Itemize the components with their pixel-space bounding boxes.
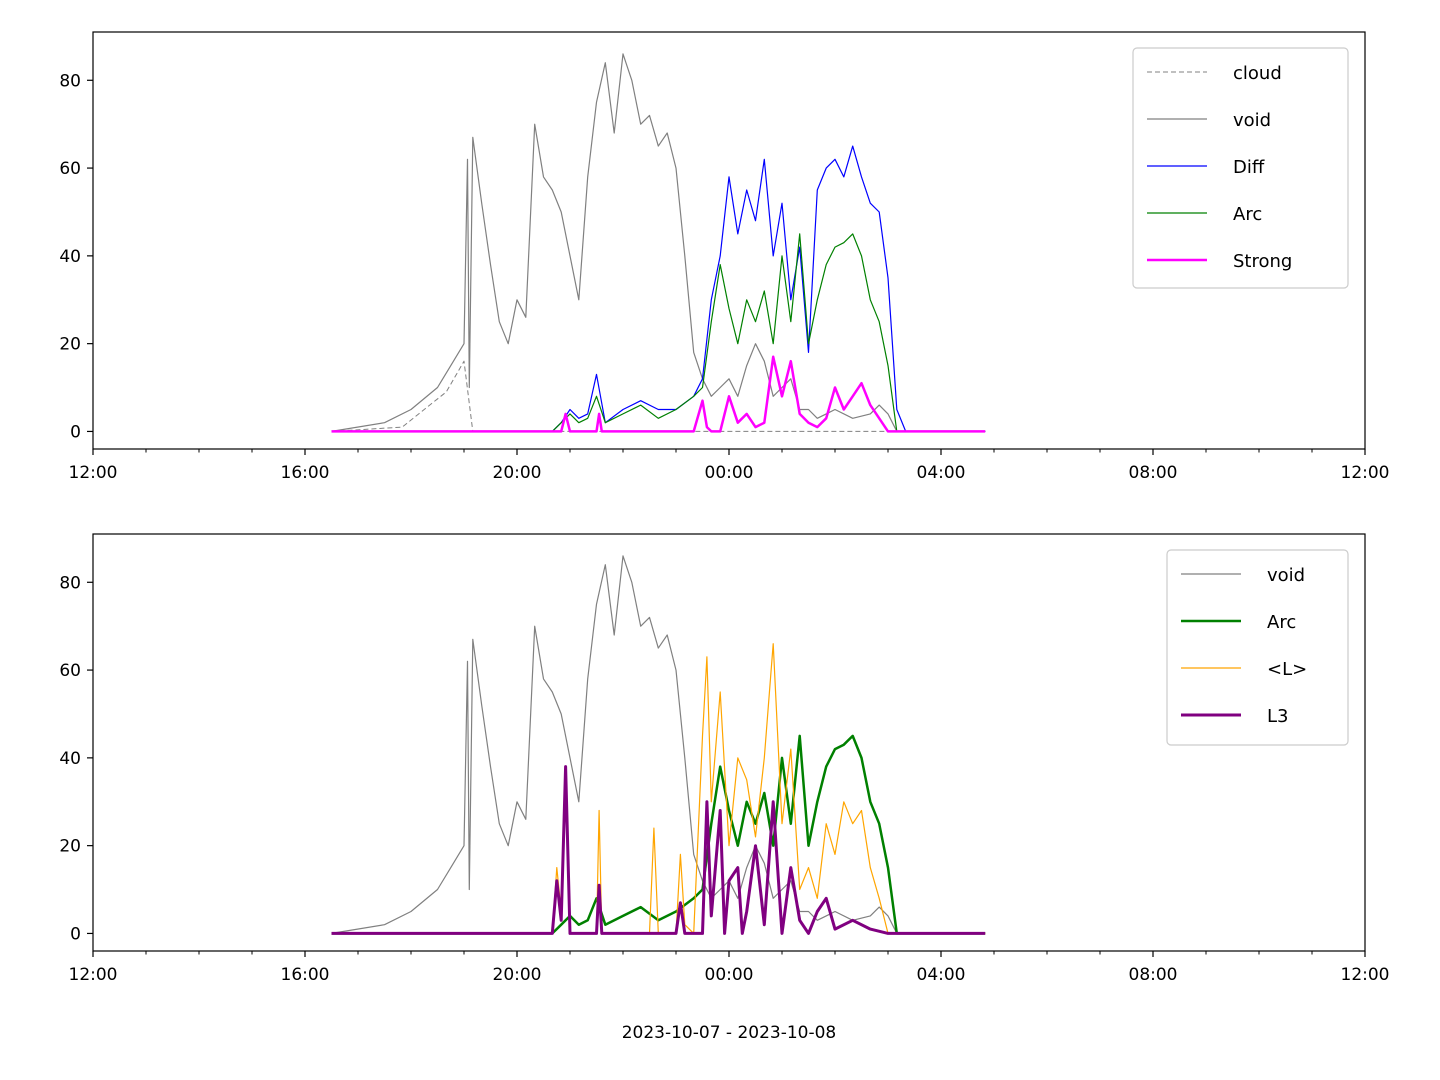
x-tick-label: 12:00 [1341, 463, 1390, 483]
y-tick-label: 0 [70, 924, 81, 944]
plot-area [331, 53, 986, 433]
series-line-l3 [331, 765, 986, 935]
y-tick-label: 20 [59, 335, 81, 355]
bottom-axes: 0 20 40 60 80 12:00 16:00 20:00 00:00 04:00 08:00 1… [59, 533, 1390, 1043]
legend: void Arc <L> L3 [1166, 549, 1349, 746]
x-tick-label: 20:00 [493, 463, 542, 483]
legend: cloud void Diff Arc Strong [1132, 47, 1349, 289]
y-tick-label: 60 [59, 661, 81, 681]
plot-area [331, 555, 986, 935]
legend-label-strong: Strong [1233, 251, 1292, 272]
y-tick-label: 0 [70, 422, 81, 442]
x-tick-label: 12:00 [69, 463, 118, 483]
y-tick-label: 80 [59, 71, 81, 91]
top-axes: 0 20 40 60 80 12:00 16:00 20:00 00:00 04:00 08:00 1… [59, 31, 1390, 483]
legend-label-void: void [1267, 565, 1305, 586]
x-tick-label: 12:00 [1341, 965, 1390, 985]
x-tick-label: 08:00 [1129, 965, 1178, 985]
x-tick-label: 00:00 [705, 965, 754, 985]
series-line-arc [331, 233, 986, 432]
legend-label-l: <L> [1267, 659, 1307, 680]
series-line-strong [331, 355, 986, 433]
legend-frame [1166, 549, 1349, 746]
x-tick-label: 16:00 [281, 965, 330, 985]
legend-label-arc: Arc [1267, 612, 1296, 633]
legend-label-void: void [1233, 110, 1271, 131]
x-tick-label: 12:00 [69, 965, 118, 985]
legend-label-arc: Arc [1233, 204, 1262, 225]
legend-label-cloud: cloud [1233, 63, 1282, 84]
x-tick-label: 08:00 [1129, 463, 1178, 483]
series-line-l [331, 643, 986, 935]
y-tick-label: 40 [59, 749, 81, 769]
y-tick-label: 40 [59, 247, 81, 267]
legend-label-l3: L3 [1267, 706, 1288, 727]
x-tick-label: 04:00 [917, 965, 966, 985]
y-tick-label: 80 [59, 573, 81, 593]
series-line-diff [331, 145, 986, 432]
x-tick-label: 04:00 [917, 463, 966, 483]
y-tick-label: 60 [59, 159, 81, 179]
legend-frame [1132, 47, 1349, 289]
series-line-cloud [331, 360, 986, 432]
x-tick-label: 20:00 [493, 965, 542, 985]
legend-label-diff: Diff [1233, 157, 1265, 178]
y-tick-label: 20 [59, 837, 81, 857]
x-tick-label: 00:00 [705, 463, 754, 483]
series-line-void [331, 53, 986, 432]
x-tick-label: 16:00 [281, 463, 330, 483]
x-axis-label: 2023-10-07 - 2023-10-08 [622, 1023, 837, 1043]
